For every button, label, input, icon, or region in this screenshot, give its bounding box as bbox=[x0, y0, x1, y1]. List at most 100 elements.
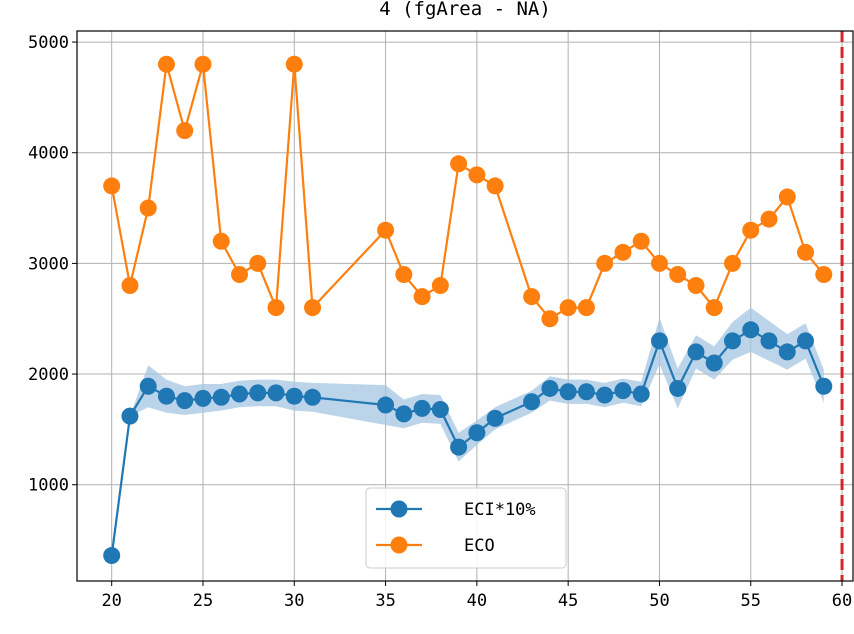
series-2-point bbox=[559, 299, 577, 317]
chart-title: 4 (fgArea - NA) bbox=[379, 0, 551, 20]
series-1-point bbox=[377, 396, 395, 414]
series-2-point bbox=[431, 277, 449, 295]
series-2-point bbox=[395, 265, 413, 283]
series-2-point bbox=[778, 188, 796, 206]
series-1-point bbox=[121, 407, 139, 425]
x-tick-label: 60 bbox=[832, 591, 852, 611]
series-2-point bbox=[596, 254, 614, 272]
series-1-point bbox=[194, 389, 212, 407]
series-1-point bbox=[139, 377, 157, 395]
x-tick-label: 20 bbox=[101, 591, 121, 611]
series-2-point bbox=[468, 166, 486, 184]
y-tick-label: 5000 bbox=[28, 33, 69, 53]
series-2-point bbox=[705, 299, 723, 317]
x-tick-label: 50 bbox=[649, 591, 669, 611]
series-2-point bbox=[285, 55, 303, 73]
series-2-point bbox=[577, 299, 595, 317]
series-2-point bbox=[304, 299, 322, 317]
series-2-point bbox=[157, 55, 175, 73]
series-2-point bbox=[212, 232, 230, 250]
series-1-point bbox=[450, 438, 468, 456]
legend-series-1-label: ECI*10% bbox=[464, 500, 536, 520]
x-tick-label: 45 bbox=[558, 591, 578, 611]
series-1-point bbox=[687, 343, 705, 361]
series-2-point bbox=[614, 243, 632, 261]
series-1-point bbox=[249, 384, 267, 402]
series-2-point bbox=[231, 265, 249, 283]
series-2-point bbox=[687, 277, 705, 295]
series-2-point bbox=[413, 288, 431, 306]
x-tick-label: 40 bbox=[467, 591, 487, 611]
series-points bbox=[103, 55, 833, 565]
series-1-point bbox=[541, 379, 559, 397]
series-2-point bbox=[797, 243, 815, 261]
series-1-point bbox=[176, 392, 194, 410]
series-2-point bbox=[249, 254, 267, 272]
y-tick-label: 1000 bbox=[28, 476, 69, 496]
series-2-point bbox=[815, 265, 833, 283]
series-2-point bbox=[760, 210, 778, 228]
series-2-point bbox=[377, 221, 395, 239]
series-1-point bbox=[614, 382, 632, 400]
series-2-point bbox=[742, 221, 760, 239]
series-1-point bbox=[650, 332, 668, 350]
series-1-point bbox=[577, 383, 595, 401]
series-1-point bbox=[760, 332, 778, 350]
series-1-point bbox=[742, 321, 760, 339]
series-1-point bbox=[705, 354, 723, 372]
series-1-point bbox=[815, 377, 833, 395]
series-2-point bbox=[669, 265, 687, 283]
series-1-point bbox=[431, 400, 449, 418]
series-2-point bbox=[450, 155, 468, 173]
series-2-point bbox=[486, 177, 504, 195]
series-1-point bbox=[468, 424, 486, 442]
series-2-point bbox=[723, 254, 741, 272]
series-1-band bbox=[111, 307, 824, 556]
series-1-point bbox=[723, 332, 741, 350]
x-tick-label: 55 bbox=[741, 591, 761, 611]
x-axis-ticks: 20 25 30 35 40 45 50 55 60 bbox=[101, 581, 852, 611]
x-tick-label: 25 bbox=[193, 591, 213, 611]
legend-series-1-marker bbox=[390, 500, 408, 518]
series-1-point bbox=[632, 385, 650, 403]
x-tick-label: 35 bbox=[375, 591, 395, 611]
series-1-point bbox=[157, 387, 175, 405]
series-2-point bbox=[541, 310, 559, 328]
series-2-point bbox=[139, 199, 157, 217]
series-2-point bbox=[176, 122, 194, 140]
series-1-point bbox=[523, 393, 541, 411]
series-1-point bbox=[778, 343, 796, 361]
series-1-point bbox=[395, 405, 413, 423]
series-1-point bbox=[304, 388, 322, 406]
series-2-point bbox=[121, 277, 139, 295]
y-tick-label: 4000 bbox=[28, 144, 69, 164]
series-2-line bbox=[110, 63, 825, 320]
plot-frame bbox=[76, 30, 854, 582]
confidence-bands bbox=[111, 307, 824, 556]
series-1-point bbox=[285, 387, 303, 405]
series-2-point bbox=[650, 254, 668, 272]
series-1-point bbox=[559, 383, 577, 401]
series-2-point bbox=[103, 177, 121, 195]
y-axis-ticks: 1000 2000 3000 4000 5000 bbox=[28, 33, 77, 496]
series-2-point bbox=[267, 299, 285, 317]
series-1-point bbox=[669, 379, 687, 397]
legend: ECI*10% ECO bbox=[365, 487, 567, 569]
series-1-point bbox=[596, 386, 614, 404]
series-2-point bbox=[194, 55, 212, 73]
series-1-point bbox=[413, 399, 431, 417]
series-1-point bbox=[103, 547, 121, 565]
series-2-point bbox=[523, 288, 541, 306]
y-tick-label: 3000 bbox=[28, 254, 69, 274]
x-tick-label: 30 bbox=[284, 591, 304, 611]
series-1-point bbox=[267, 384, 285, 402]
series-1-point bbox=[486, 409, 504, 427]
series-1-point bbox=[231, 385, 249, 403]
y-tick-label: 2000 bbox=[28, 365, 69, 385]
legend-series-2-label: ECO bbox=[464, 536, 495, 556]
series-1-point bbox=[212, 388, 230, 406]
series-1-point bbox=[797, 332, 815, 350]
legend-series-2-marker bbox=[390, 536, 408, 554]
series-2-point bbox=[632, 232, 650, 250]
